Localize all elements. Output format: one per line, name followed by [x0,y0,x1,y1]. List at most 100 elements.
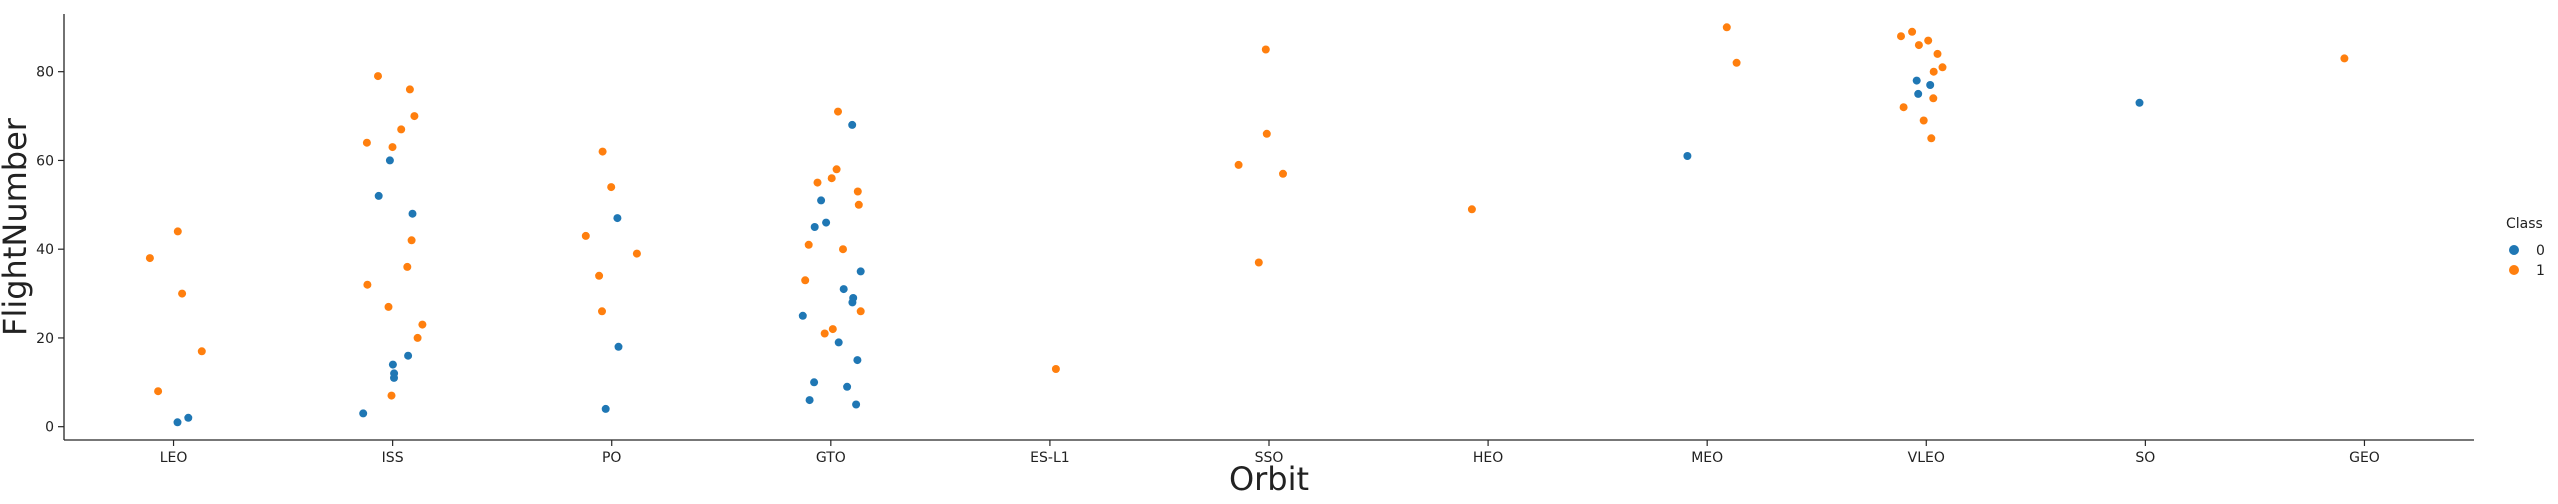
data-point-class-0 [1912,76,1921,85]
data-point-class-1 [1279,169,1287,178]
x-tick-label: ES-L1 [1030,450,1070,466]
data-point-class-0 [848,298,857,307]
y-tick-label: 80 [36,65,54,81]
data-point-class-0 [408,209,417,218]
data-point-class-1 [1051,365,1060,373]
data-point-class-1 [853,187,862,196]
data-point-class-1 [362,138,371,147]
y-tick-label: 0 [45,420,54,436]
data-point-class-1 [832,165,841,174]
data-point-class-1 [1929,94,1938,103]
data-point-class-0 [1914,89,1923,98]
data-point-class-0 [614,342,623,351]
data-point-class-0 [810,378,819,387]
data-point-class-1 [632,249,641,258]
data-point-class-1 [1908,27,1917,36]
data-point-class-1 [801,276,810,285]
data-point-class-0 [388,360,397,369]
data-point-class-0 [822,218,831,227]
y-tick-label: 20 [36,331,54,347]
data-point-class-1 [407,236,416,245]
data-point-class-1 [598,147,607,156]
data-point-class-0 [385,156,394,165]
y-tick-label: 40 [36,242,54,258]
data-point-class-0 [853,356,862,365]
data-point-class-1 [410,112,419,121]
data-point-class-0 [601,404,610,413]
axes: 0 20 40 60 80 LEO ISS PO GTO ES-L1 SSO HEO MEO VLEO SO… [0,14,2474,498]
data-point-class-1 [1919,116,1928,125]
x-axis-title: Orbit [1229,460,1309,498]
data-point-class-1 [1732,58,1741,67]
data-point-class-1 [1924,36,1933,45]
data-points [145,23,2349,427]
x-tick-label: LEO [160,450,188,466]
data-point-class-1 [1261,45,1270,54]
legend-marker-class-0 [2509,245,2519,255]
data-point-class-1 [854,200,863,209]
data-point-class-1 [1938,63,1947,72]
data-point-class-0 [852,400,861,409]
data-point-class-1 [418,320,427,329]
data-point-class-0 [2135,98,2144,107]
x-tick-label: GTO [816,450,846,466]
data-point-class-1 [595,271,604,280]
legend-label-class-1: 1 [2536,263,2545,279]
data-point-class-1 [607,183,616,192]
y-axis-title: FlightNumber [0,117,34,336]
data-point-class-1 [2340,54,2349,63]
data-point-class-0 [843,382,852,391]
data-point-class-0 [834,338,843,347]
x-tick-label: MEO [1691,450,1723,466]
data-point-class-1 [581,231,590,240]
data-point-class-1 [1897,32,1905,41]
data-point-class-1 [387,391,396,400]
data-point-class-1 [374,72,382,81]
y-tick-label: 60 [36,153,54,169]
data-point-class-1 [403,262,412,271]
data-point-class-1 [813,178,822,187]
legend-marker-class-1 [2509,265,2519,275]
data-point-class-1 [388,143,397,152]
data-point-class-1 [1933,49,1942,58]
data-point-class-1 [1467,205,1476,214]
data-point-class-1 [1722,23,1731,32]
data-point-class-1 [405,85,414,94]
data-point-class-1 [1929,67,1938,76]
data-point-class-0 [359,409,368,418]
data-point-class-0 [810,223,819,231]
data-point-class-0 [173,418,182,427]
data-point-class-0 [856,267,865,276]
x-tick-label: GEO [2349,450,2380,466]
data-point-class-0 [404,351,413,360]
x-tick-label: SSO [1255,450,1284,466]
data-point-class-1 [827,174,836,183]
data-point-class-0 [805,396,814,405]
data-point-class-1 [1914,41,1923,50]
data-point-class-1 [820,329,829,338]
data-point-class-0 [1683,152,1692,160]
data-point-class-1 [178,289,187,298]
data-point-class-1 [384,302,393,311]
data-point-class-1 [1262,129,1271,138]
data-point-class-1 [173,227,182,236]
data-point-class-1 [397,125,406,134]
data-point-class-1 [154,387,163,396]
legend-label-class-0: 0 [2536,243,2545,259]
legend: Class 0 1 [2506,216,2545,279]
data-point-class-1 [145,254,154,263]
data-point-class-1 [834,107,842,116]
data-point-class-0 [1926,81,1935,89]
data-point-class-1 [1927,134,1936,143]
x-tick-label: PO [602,450,621,466]
data-point-class-1 [1899,103,1908,112]
data-point-class-0 [817,196,826,205]
data-point-class-1 [1254,258,1263,267]
data-point-class-1 [804,240,813,249]
data-point-class-1 [197,347,206,356]
data-point-class-1 [828,325,837,334]
data-point-class-0 [798,311,807,320]
data-point-class-1 [413,333,422,342]
data-point-class-1 [1234,160,1243,169]
